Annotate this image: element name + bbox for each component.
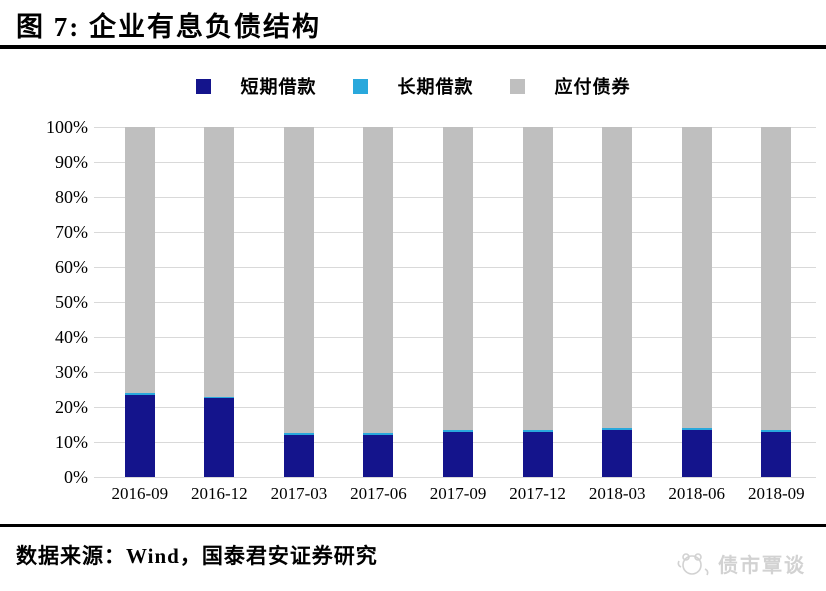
x-tick-label: 2017-06	[350, 484, 407, 503]
y-tick-label: 20%	[55, 397, 88, 417]
bar-segment	[522, 429, 553, 432]
bar-slot-2017-03	[259, 127, 339, 477]
legend-swatch	[509, 78, 525, 94]
y-tick-label: 0%	[64, 467, 88, 487]
bar-segment	[124, 127, 155, 393]
y-tick-label: 100%	[46, 117, 88, 137]
stacked-bar	[602, 127, 633, 477]
legend-item-2: 应付债券	[509, 73, 631, 99]
bar-segment	[283, 435, 314, 477]
bar-segment	[602, 127, 633, 428]
stacked-bar	[363, 127, 394, 477]
bar-segment	[681, 127, 712, 428]
y-tick-label: 50%	[55, 292, 88, 312]
bar-segment	[204, 398, 235, 477]
bar-segment	[363, 127, 394, 434]
bar-slot-2018-09	[737, 127, 817, 477]
bar-segment	[363, 435, 394, 477]
stacked-bar	[681, 127, 712, 477]
legend-label: 短期借款	[240, 77, 317, 97]
y-tick-label: 10%	[55, 432, 88, 452]
footer-divider	[0, 524, 826, 527]
bar-segment	[283, 127, 314, 434]
title-divider	[0, 45, 826, 49]
plot-area	[94, 127, 816, 478]
x-tick-label: 2018-03	[588, 484, 646, 503]
stacked-bar	[522, 127, 553, 477]
bar-slot-2017-12	[498, 127, 578, 477]
bar-segment	[283, 433, 314, 435]
legend-label: 长期借款	[397, 77, 474, 97]
stacked-bar	[124, 127, 155, 477]
bars	[100, 127, 816, 477]
y-tick-label: 90%	[55, 152, 88, 172]
bar-segment	[681, 429, 712, 477]
bar-segment	[124, 393, 155, 395]
y-tick-label: 40%	[55, 327, 88, 347]
x-tick-label: 2018-06	[668, 484, 726, 503]
bar-slot-2016-09	[100, 127, 180, 477]
x-tick-label: 2017-12	[509, 484, 566, 503]
bar-segment	[761, 429, 792, 432]
bar-segment	[761, 431, 792, 477]
bar-segment	[363, 433, 394, 435]
stacked-bar	[761, 127, 792, 477]
bar-segment	[522, 127, 553, 430]
stacked-bar	[283, 127, 314, 477]
x-tick-label: 2016-09	[111, 484, 169, 503]
bar-slot-2016-12	[180, 127, 260, 477]
stacked-bar	[443, 127, 474, 477]
bar-segment	[443, 127, 474, 430]
bar-segment	[443, 431, 474, 477]
bar-slot-2018-03	[577, 127, 657, 477]
y-tick-label: 60%	[55, 257, 88, 277]
watermark: 债市覃谈	[676, 549, 806, 578]
y-axis: 100% 90% 80% 70% 60% 50% 40% 30% 20% 10% 0%	[0, 117, 88, 487]
gridline	[94, 477, 816, 478]
x-tick-label: 2016-12	[191, 484, 248, 503]
stacked-bar	[204, 127, 235, 477]
watermark-label: 债市覃谈	[718, 555, 806, 577]
bar-segment	[761, 127, 792, 430]
bar-segment	[602, 429, 633, 477]
bar-segment	[204, 396, 235, 399]
legend-swatch	[352, 78, 368, 94]
bar-segment	[602, 428, 633, 430]
figure-title: 图 7: 企业有息负债结构	[16, 12, 321, 42]
y-tick-label: 30%	[55, 362, 88, 382]
bar-segment	[522, 431, 553, 477]
y-tick-label: 70%	[55, 222, 88, 242]
chart-legend: 短期借款 长期借款 应付债券	[0, 73, 826, 99]
legend-item-0: 短期借款	[195, 73, 317, 99]
bar-slot-2017-09	[418, 127, 498, 477]
data-source: 数据来源：Wind，国泰君安证券研究	[16, 544, 378, 568]
x-tick-label: 2017-03	[270, 484, 328, 503]
legend-swatch	[195, 78, 211, 94]
bar-slot-2017-06	[339, 127, 419, 477]
panda-logo-icon	[677, 552, 709, 575]
legend-label: 应付债券	[554, 77, 631, 97]
bar-segment	[681, 428, 712, 430]
bar-segment	[443, 429, 474, 432]
legend-item-1: 长期借款	[352, 73, 474, 99]
bar-segment	[124, 394, 155, 477]
x-tick-label: 2018-09	[747, 484, 805, 503]
x-axis: 2016-09 2016-12 2017-03 2017-06 2017-09 2017-…	[100, 484, 816, 504]
x-tick-label: 2017-09	[429, 484, 487, 503]
y-tick-label: 80%	[55, 187, 88, 207]
bar-slot-2018-06	[657, 127, 737, 477]
bar-segment	[204, 127, 235, 397]
